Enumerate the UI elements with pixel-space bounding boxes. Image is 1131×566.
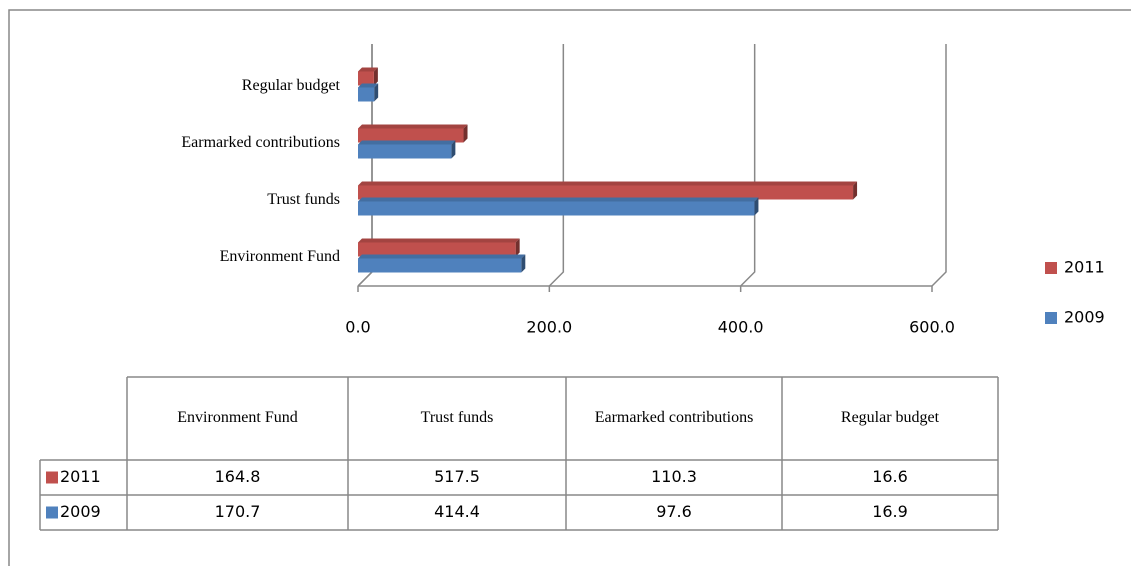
table-legend-swatch: [46, 506, 58, 519]
bar: [358, 185, 854, 200]
legend-swatch: [1045, 312, 1057, 324]
bar-side: [451, 140, 456, 159]
legend-label: 2009: [1064, 308, 1105, 327]
bar: [358, 128, 464, 143]
x-tick-label: 400.0: [718, 318, 764, 337]
table-header: Earmarked contributions: [595, 409, 754, 426]
grid-line: [931, 44, 947, 287]
bar-top: [358, 140, 456, 145]
x-tick-label: 0.0: [345, 318, 370, 337]
y-tick-label: Trust funds: [267, 191, 340, 208]
bar-side: [463, 124, 468, 143]
chart-frame: [8, 9, 1131, 566]
legend-label: 2011: [1064, 258, 1105, 277]
table-row-label: 2011: [60, 467, 101, 486]
bar-side: [374, 83, 379, 102]
bar: [358, 258, 522, 273]
grid-line: [548, 44, 565, 287]
table-cell: 164.8: [215, 467, 261, 486]
x-tick-label: 600.0: [909, 318, 955, 337]
grid-line: [740, 44, 756, 287]
y-tick-label: Earmarked contributions: [181, 134, 340, 151]
y-tick-label: Regular budget: [242, 77, 341, 94]
bar: [358, 87, 375, 102]
bar: [358, 144, 452, 159]
bar-top: [358, 83, 379, 88]
table-cell: 414.4: [434, 502, 480, 521]
table-legend-swatch: [46, 471, 58, 484]
table-cell: 110.3: [651, 467, 697, 486]
table-cell: 170.7: [215, 502, 261, 521]
table-header: Regular budget: [841, 409, 940, 426]
bar-top: [358, 67, 378, 72]
y-tick-label: Environment Fund: [220, 248, 340, 265]
bar-top: [358, 197, 759, 202]
table-row-label: 2009: [60, 502, 101, 521]
x-tick-label: 200.0: [526, 318, 572, 337]
table-header: Environment Fund: [177, 409, 297, 426]
bar-side: [521, 254, 526, 273]
bar-top: [358, 181, 858, 186]
bar-side: [853, 181, 858, 200]
bar-top: [358, 254, 526, 259]
bar-side: [373, 67, 378, 86]
bar: [358, 71, 374, 86]
bar-side: [754, 197, 759, 216]
table-header: Trust funds: [421, 409, 494, 426]
bar: [358, 201, 755, 216]
table-cell: 16.6: [872, 467, 908, 486]
table-cell: 97.6: [656, 502, 692, 521]
table-cell: 517.5: [434, 467, 480, 486]
bar-top: [358, 238, 520, 243]
bar: [358, 242, 516, 257]
bar-top: [358, 124, 468, 129]
table-cell: 16.9: [872, 502, 908, 521]
bar-side: [515, 238, 520, 257]
legend-swatch: [1045, 262, 1057, 274]
